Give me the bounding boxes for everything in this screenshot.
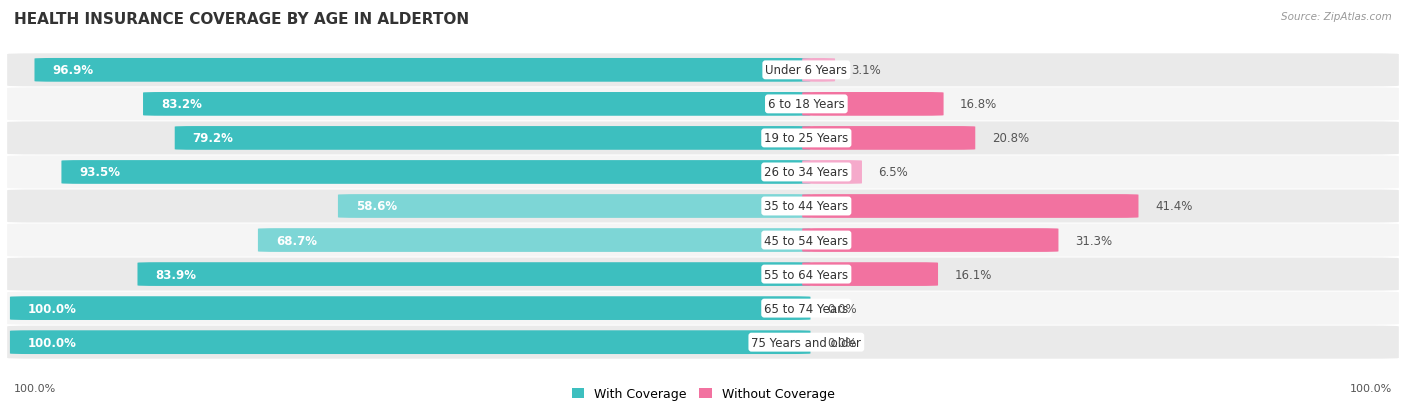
Text: 41.4%: 41.4% [1154,200,1192,213]
Text: 0.0%: 0.0% [827,302,856,315]
Text: 75 Years and older: 75 Years and older [751,336,862,349]
FancyBboxPatch shape [138,263,810,286]
Text: 16.8%: 16.8% [960,98,997,111]
Text: 100.0%: 100.0% [1350,383,1392,393]
FancyBboxPatch shape [10,297,810,320]
FancyBboxPatch shape [803,161,862,184]
Text: 55 to 64 Years: 55 to 64 Years [765,268,848,281]
FancyBboxPatch shape [7,190,1399,223]
Text: Source: ZipAtlas.com: Source: ZipAtlas.com [1281,12,1392,22]
FancyBboxPatch shape [803,195,1139,218]
FancyBboxPatch shape [803,59,835,83]
Text: 83.9%: 83.9% [156,268,197,281]
FancyBboxPatch shape [35,59,810,83]
FancyBboxPatch shape [7,292,1399,325]
FancyBboxPatch shape [803,229,1059,252]
FancyBboxPatch shape [7,156,1399,189]
Text: 79.2%: 79.2% [193,132,233,145]
FancyBboxPatch shape [7,54,1399,87]
Text: 6 to 18 Years: 6 to 18 Years [768,98,845,111]
Text: 68.7%: 68.7% [276,234,316,247]
Text: 0.0%: 0.0% [827,336,856,349]
Text: 6.5%: 6.5% [879,166,908,179]
Text: 45 to 54 Years: 45 to 54 Years [765,234,848,247]
FancyBboxPatch shape [7,224,1399,257]
FancyBboxPatch shape [62,161,810,184]
Text: 100.0%: 100.0% [28,336,77,349]
Legend: With Coverage, Without Coverage: With Coverage, Without Coverage [565,381,841,407]
FancyBboxPatch shape [10,330,810,354]
Text: 3.1%: 3.1% [852,64,882,77]
FancyBboxPatch shape [337,195,810,218]
Text: 96.9%: 96.9% [52,64,94,77]
FancyBboxPatch shape [7,326,1399,359]
Text: 100.0%: 100.0% [28,302,77,315]
Text: Under 6 Years: Under 6 Years [765,64,848,77]
Text: 65 to 74 Years: 65 to 74 Years [765,302,848,315]
Text: HEALTH INSURANCE COVERAGE BY AGE IN ALDERTON: HEALTH INSURANCE COVERAGE BY AGE IN ALDE… [14,12,470,27]
FancyBboxPatch shape [174,127,810,150]
Text: 35 to 44 Years: 35 to 44 Years [765,200,848,213]
FancyBboxPatch shape [803,263,938,286]
Text: 83.2%: 83.2% [160,98,202,111]
Text: 31.3%: 31.3% [1076,234,1112,247]
Text: 20.8%: 20.8% [991,132,1029,145]
Text: 93.5%: 93.5% [79,166,121,179]
FancyBboxPatch shape [803,127,976,150]
FancyBboxPatch shape [143,93,810,116]
FancyBboxPatch shape [7,88,1399,121]
Text: 19 to 25 Years: 19 to 25 Years [765,132,848,145]
Text: 16.1%: 16.1% [955,268,993,281]
FancyBboxPatch shape [803,93,943,116]
FancyBboxPatch shape [7,122,1399,155]
Text: 100.0%: 100.0% [14,383,56,393]
Text: 26 to 34 Years: 26 to 34 Years [765,166,848,179]
Text: 58.6%: 58.6% [356,200,396,213]
FancyBboxPatch shape [257,229,810,252]
FancyBboxPatch shape [7,258,1399,291]
